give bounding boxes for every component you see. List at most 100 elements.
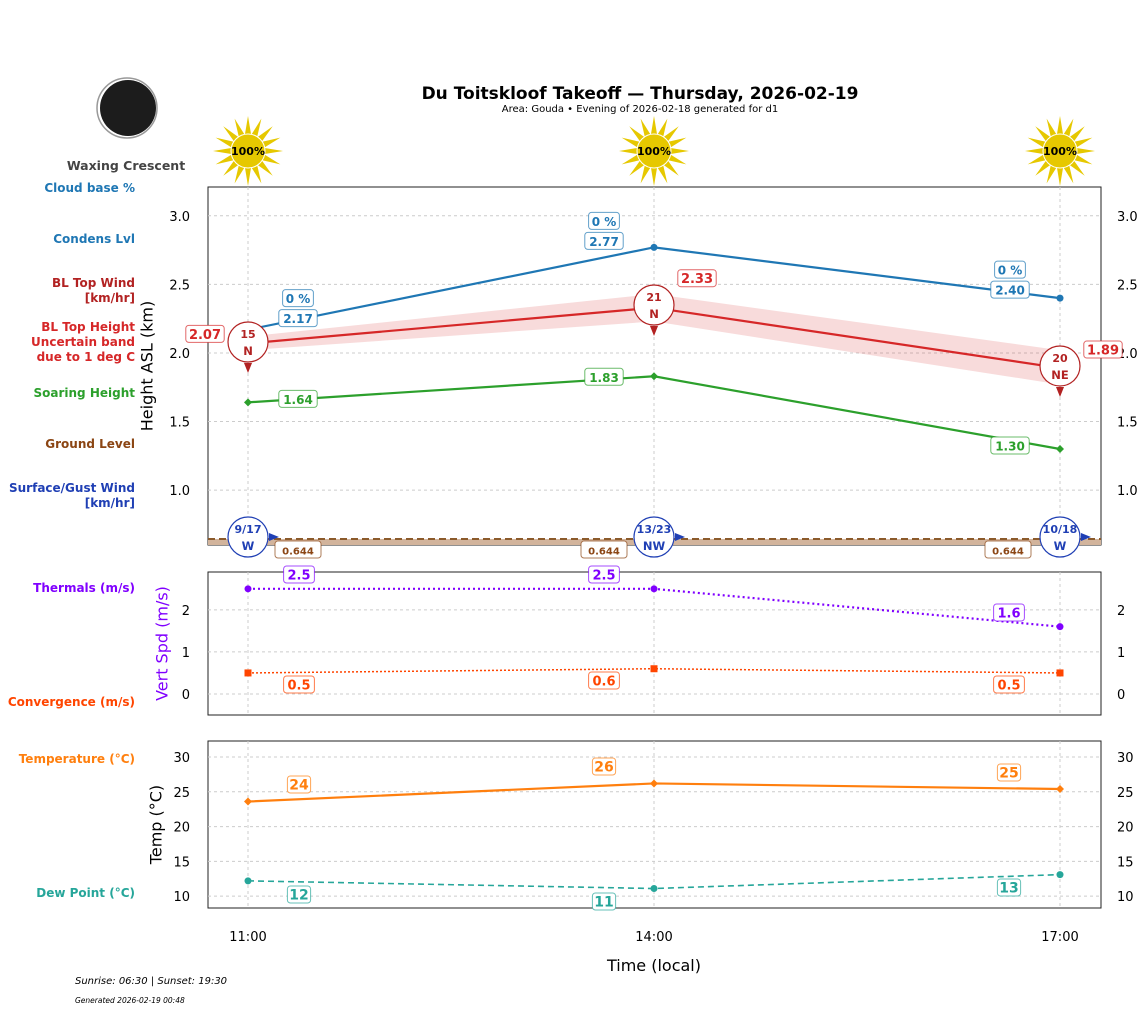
sun-ray [650,116,658,135]
dew-point-value-box [286,885,312,904]
y-tick-label-right: 30 [1117,751,1134,766]
soaring-height-value: 1.30 [995,439,1025,453]
cloud-base-percent-box [282,289,314,308]
thermals-value-box [588,565,620,584]
thermal-marker [1056,623,1064,631]
surface-wind [227,516,269,558]
ground-level-value: 0.644 [992,547,1024,558]
sun-ray [1069,160,1085,176]
legend-label: BL Top Height Uncertain band due to 1 deg … [31,320,135,364]
sun-ray [1025,147,1044,155]
convergence-line [247,667,1061,674]
y-axis-label: Height ASL (km) [138,301,157,431]
convergence-marker [1056,669,1064,677]
bl-top-wind [227,321,269,363]
condens-level-value: 2.17 [283,312,313,326]
chart-title: Du Toitskloof Takeoff — Thursday, 2026-0… [422,84,859,104]
sun-percent-label: 100% [1043,145,1077,158]
thermal-marker [650,585,658,593]
y-tick-label: 25 [173,786,190,801]
sun-ray [621,154,640,165]
wind-arrow-icon [675,533,685,541]
wind-arrow-icon [1056,387,1064,397]
soaring-marker [1056,444,1064,453]
soaring-height-value-box [990,436,1030,455]
thermals-value: 2.5 [592,569,615,584]
sun-ray [223,126,239,142]
temperature-value: 24 [289,778,309,794]
surface-wind-direction: W [242,539,255,553]
sun-ray [262,137,281,148]
y-tick-label: 10 [173,890,190,905]
temperature-marker [244,797,252,806]
cloud-base-percent-box [588,211,620,230]
legend-label: Surface/Gust Wind [km/hr] [9,481,135,510]
y-tick-label: 1 [182,646,190,661]
sun-ray [1027,154,1046,165]
y-tick-label: 1.0 [169,484,190,499]
sun-ray [215,137,234,148]
bl-top-height-value: 2.33 [681,272,713,287]
wind-arrow-icon [244,363,252,373]
ground-level-value-box [274,540,322,559]
sun-ray [1074,137,1093,148]
y-axis-label: Temp (°C) [147,785,166,865]
x-tick-label: 11:00 [229,930,266,945]
y-tick-label-right: 2.5 [1117,278,1138,293]
sun-ray [621,137,640,148]
temperature-value-box [591,757,617,776]
dew-point-value: 13 [999,881,1018,897]
sun-disc [230,133,266,169]
temperature-marker [1056,785,1064,794]
convergence-value: 0.5 [287,679,310,694]
soaring-height-value-box [278,389,318,408]
generated-timestamp: Generated 2026-02-19 00:48 [75,996,185,1005]
dew-point-value-box [996,878,1022,897]
temperature-value-box [996,763,1022,782]
sun-times: Sunrise: 06:30 | Sunset: 19:30 [75,976,227,987]
sun-ray [1074,154,1093,165]
bl-top-wind-speed: 15 [240,328,255,341]
dew-point-value: 11 [594,895,613,911]
cloud-base-percent-box [994,260,1026,279]
y-tick-label: 20 [173,821,190,836]
convergence-value-box [283,675,315,694]
sun-ray [668,154,687,165]
y-tick-label: 2.0 [169,347,190,362]
sun-icon [1025,116,1095,186]
ground-level-value-box [984,540,1032,559]
soaring-height-value: 1.64 [283,393,313,407]
sun-ray [663,160,679,176]
y-tick-label-right: 2 [1117,604,1125,619]
sun-ray [640,118,651,137]
condens-level-value: 2.77 [589,235,619,249]
y-tick-label: 15 [173,855,190,870]
cloud-base-percent: 0 % [592,215,617,229]
y-tick-label: 30 [173,751,190,766]
sun-icon [213,116,283,186]
y-tick-label-right: 25 [1117,786,1134,801]
thermals-value-box [283,565,315,584]
condens-marker [650,243,658,251]
ground-level-value-box [580,540,628,559]
soaring-marker [244,398,252,407]
sun-ray [1069,126,1085,142]
sun-ray [640,165,651,184]
surface-wind-speed: 13/23 [637,523,672,536]
sun-ray [213,147,232,155]
surface-wind-speed: 9/17 [235,523,262,536]
sun-ray [1056,167,1064,186]
soaring-height-value: 1.83 [589,371,619,385]
x-tick-label: 17:00 [1041,930,1078,945]
dew-point-value-box [591,892,617,911]
bl-top-wind [633,284,675,326]
y-tick-label-right: 20 [1117,821,1134,836]
convergence-value-box [993,675,1025,694]
legend-label: Ground Level [45,437,135,451]
bl-top-height-value: 1.89 [1087,344,1119,359]
sun-ray [657,165,668,184]
y-tick-label: 1.5 [169,416,190,431]
legend-label: Condens Lvl [53,232,135,246]
